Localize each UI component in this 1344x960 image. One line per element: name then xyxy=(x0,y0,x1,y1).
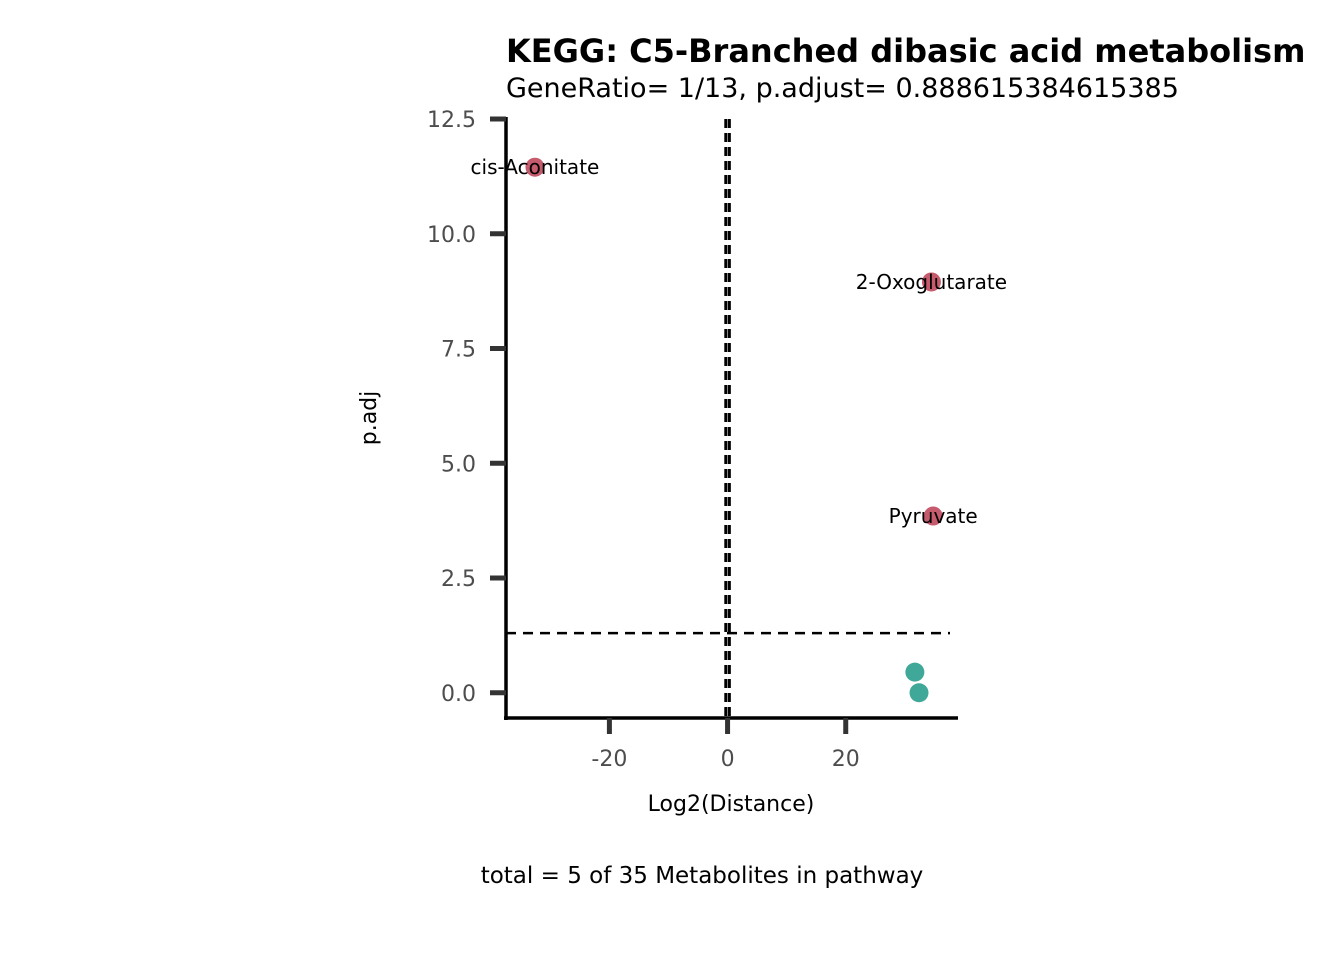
y-tick-label: 2.5 xyxy=(441,567,476,592)
x-tick-label: -20 xyxy=(591,747,627,772)
y-tick-label: 12.5 xyxy=(427,108,476,133)
data-point xyxy=(525,157,545,177)
chart-caption: total = 5 of 35 Metabolites in pathway xyxy=(481,863,924,889)
y-tick-label: 7.5 xyxy=(441,338,476,363)
data-point xyxy=(909,683,929,703)
data-point xyxy=(921,272,941,292)
data-points xyxy=(525,157,943,703)
chart-title: KEGG: C5-Branched dibasic acid metabolis… xyxy=(506,32,1305,70)
point-label: cis-Aconitate xyxy=(471,155,600,179)
y-tick-label: 5.0 xyxy=(441,452,476,477)
x-tick-label: 0 xyxy=(721,747,735,772)
point-labels: cis-Aconitate 2-Oxoglutarate Pyruvate xyxy=(471,155,1008,528)
x-axis-title: Log2(Distance) xyxy=(648,792,815,817)
axes: 0.0 2.5 5.0 7.5 10.0 12.5 -20 0 20 xyxy=(427,108,958,772)
data-point xyxy=(905,662,925,682)
chart-subtitle: GeneRatio= 1/13, p.adjust= 0.88861538461… xyxy=(506,73,1179,104)
point-label: 2-Oxoglutarate xyxy=(856,270,1007,294)
x-tick-label: 20 xyxy=(832,747,860,772)
data-point xyxy=(923,506,943,526)
point-label: Pyruvate xyxy=(889,504,978,528)
y-tick-label: 0.0 xyxy=(441,682,476,707)
y-axis-title: p.adj xyxy=(357,391,382,446)
reference-lines xyxy=(506,119,950,718)
y-tick-label: 10.0 xyxy=(427,223,476,248)
